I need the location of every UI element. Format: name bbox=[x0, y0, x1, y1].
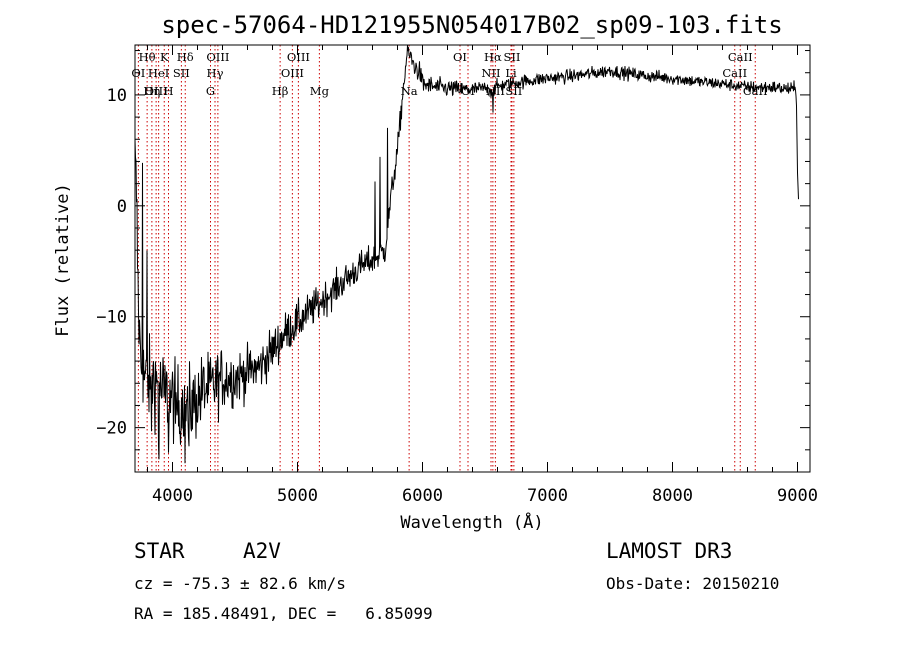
emission-line-label: HeI bbox=[148, 66, 169, 80]
emission-line-label: OIII bbox=[287, 50, 310, 64]
emission-line-label: Na bbox=[401, 84, 418, 98]
emission-line-label: OIII bbox=[206, 50, 229, 64]
emission-line-label: G bbox=[206, 84, 215, 98]
coordinates: RA = 185.48491, DEC = 6.85099 bbox=[134, 604, 433, 623]
x-tick-label: 4000 bbox=[152, 486, 193, 506]
object-class: STAR bbox=[134, 539, 185, 563]
emission-line-label: Hγ bbox=[207, 66, 224, 80]
x-axis-ticks: 4000 5000 6000 7000 8000 9000 bbox=[147, 45, 818, 506]
x-tick-label: 8000 bbox=[652, 486, 693, 506]
emission-line-label: Hη bbox=[143, 84, 160, 98]
survey-name: LAMOST DR3 bbox=[606, 539, 733, 563]
emission-line-label: K bbox=[160, 50, 169, 64]
y-tick-label: 0 bbox=[117, 197, 127, 217]
emission-line-markers bbox=[137, 45, 756, 472]
x-tick-label: 9000 bbox=[777, 486, 818, 506]
velocity-readout: cz = -75.3 ± 82.6 km/s bbox=[134, 574, 346, 593]
y-tick-label: −10 bbox=[96, 308, 127, 328]
emission-line-label: Hθ bbox=[139, 50, 156, 64]
emission-line-label: Li bbox=[505, 66, 517, 80]
y-tick-label: −20 bbox=[96, 419, 127, 439]
y-axis-label: Flux (relative) bbox=[53, 183, 73, 337]
emission-line-label: SII bbox=[173, 66, 190, 80]
emission-line-label: CaII bbox=[728, 50, 753, 64]
emission-line-label: OIII bbox=[145, 84, 168, 98]
emission-line-label: OIII bbox=[281, 66, 304, 80]
y-axis-ticks: −20 −10 0 10 bbox=[96, 50, 810, 451]
emission-line-label: SII bbox=[505, 84, 522, 98]
emission-line-label: CaII bbox=[722, 66, 747, 80]
object-subclass: A2V bbox=[243, 539, 281, 563]
x-axis-label: Wavelength (Å) bbox=[400, 511, 543, 533]
chart-title: spec-57064-HD121955N054017B02_sp09-103.f… bbox=[161, 11, 782, 39]
emission-line-label: Hδ bbox=[177, 50, 194, 64]
emission-line-label: Mg bbox=[310, 84, 330, 98]
spectrum-series-line bbox=[134, 44, 799, 464]
emission-line-label: Hβ bbox=[272, 84, 289, 98]
emission-line-label: Hα bbox=[484, 50, 502, 64]
x-tick-label: 6000 bbox=[402, 486, 443, 506]
plot-frame bbox=[134, 44, 811, 473]
x-tick-label: 7000 bbox=[527, 486, 568, 506]
obs-date: Obs-Date: 20150210 bbox=[606, 574, 780, 593]
emission-line-label: H bbox=[163, 84, 173, 98]
y-tick-label: 10 bbox=[107, 86, 127, 106]
x-tick-label: 5000 bbox=[277, 486, 318, 506]
emission-line-label: SII bbox=[504, 50, 521, 64]
emission-line-label: NII bbox=[481, 66, 500, 80]
emission-line-label: OI bbox=[453, 50, 467, 64]
